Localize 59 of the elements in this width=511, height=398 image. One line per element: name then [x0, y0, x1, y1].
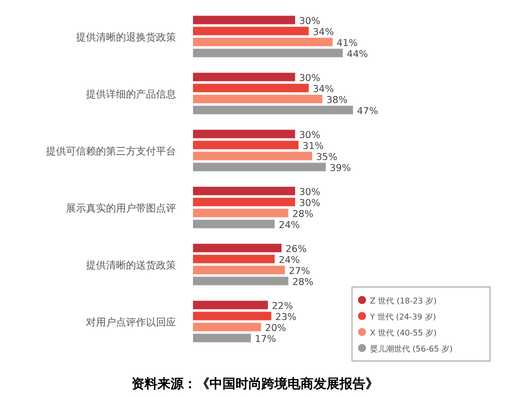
legend-label: 婴儿潮世代 (56-65 岁): [370, 344, 453, 354]
bar: [193, 312, 272, 320]
data-label: 28%: [292, 208, 314, 220]
bar: [193, 26, 309, 36]
data-label: 39%: [330, 162, 351, 174]
data-label: 27%: [288, 266, 310, 277]
bar: [193, 106, 353, 114]
data-label: 30%: [299, 72, 320, 84]
bar: [193, 254, 275, 264]
bar: [193, 162, 326, 172]
bar: [193, 140, 299, 150]
data-label: 23%: [275, 312, 296, 323]
bar: [193, 152, 312, 160]
data-label: 35%: [316, 152, 338, 163]
y-tick-label: 提供清晰的送货政策: [86, 260, 176, 272]
data-label: 47%: [357, 106, 378, 117]
bar: [193, 94, 322, 104]
data-label: 28%: [292, 276, 314, 288]
data-label: 30%: [299, 16, 320, 27]
data-label: 34%: [312, 26, 334, 38]
y-tick-label: 提供可信赖的第三方支付平台: [46, 146, 176, 158]
bar: [193, 72, 296, 82]
y-tick-label: 提供详细的产品信息: [86, 88, 176, 100]
bar: [193, 220, 275, 228]
bar: [193, 276, 288, 286]
bar: [193, 334, 251, 342]
data-label: 30%: [299, 198, 320, 209]
legend-label: Y 世代 (24-39 岁): [369, 312, 436, 322]
text: 资料来源：《中国时尚跨境电商发展报告》: [132, 376, 378, 392]
legend-label: X 世代 (40-55 岁): [370, 328, 437, 338]
bar: [193, 38, 333, 46]
bar: [193, 130, 296, 138]
bar: [193, 198, 296, 206]
data-label: 38%: [326, 94, 348, 106]
data-label: 17%: [254, 334, 276, 345]
data-label: 41%: [336, 38, 358, 49]
data-label: 31%: [302, 140, 324, 152]
bar: [193, 322, 262, 332]
bar: [193, 84, 309, 92]
data-label: 20%: [265, 322, 286, 334]
bar: [193, 186, 296, 196]
data-label: 24%: [278, 220, 300, 231]
data-label: 30%: [299, 186, 320, 198]
data-label: 30%: [299, 130, 320, 141]
bar: [193, 300, 268, 310]
data-label: 22%: [272, 300, 294, 312]
bar: [193, 16, 296, 24]
data-label: 24%: [278, 254, 300, 266]
data-label: 34%: [312, 84, 334, 95]
bar: [193, 244, 282, 252]
data-label: 44%: [346, 48, 368, 60]
bar: [193, 208, 288, 218]
legend-label: Z 世代 (18-23 岁): [370, 296, 437, 306]
y-tick-label: 对用户点评作以回应: [86, 316, 176, 328]
bar: [193, 266, 285, 274]
data-label: 26%: [286, 244, 307, 255]
y-tick-label: 提供清晰的退换货政策: [76, 32, 176, 44]
bar: [193, 48, 343, 58]
y-tick-label: 展示真实的用户带图点评: [66, 202, 176, 214]
